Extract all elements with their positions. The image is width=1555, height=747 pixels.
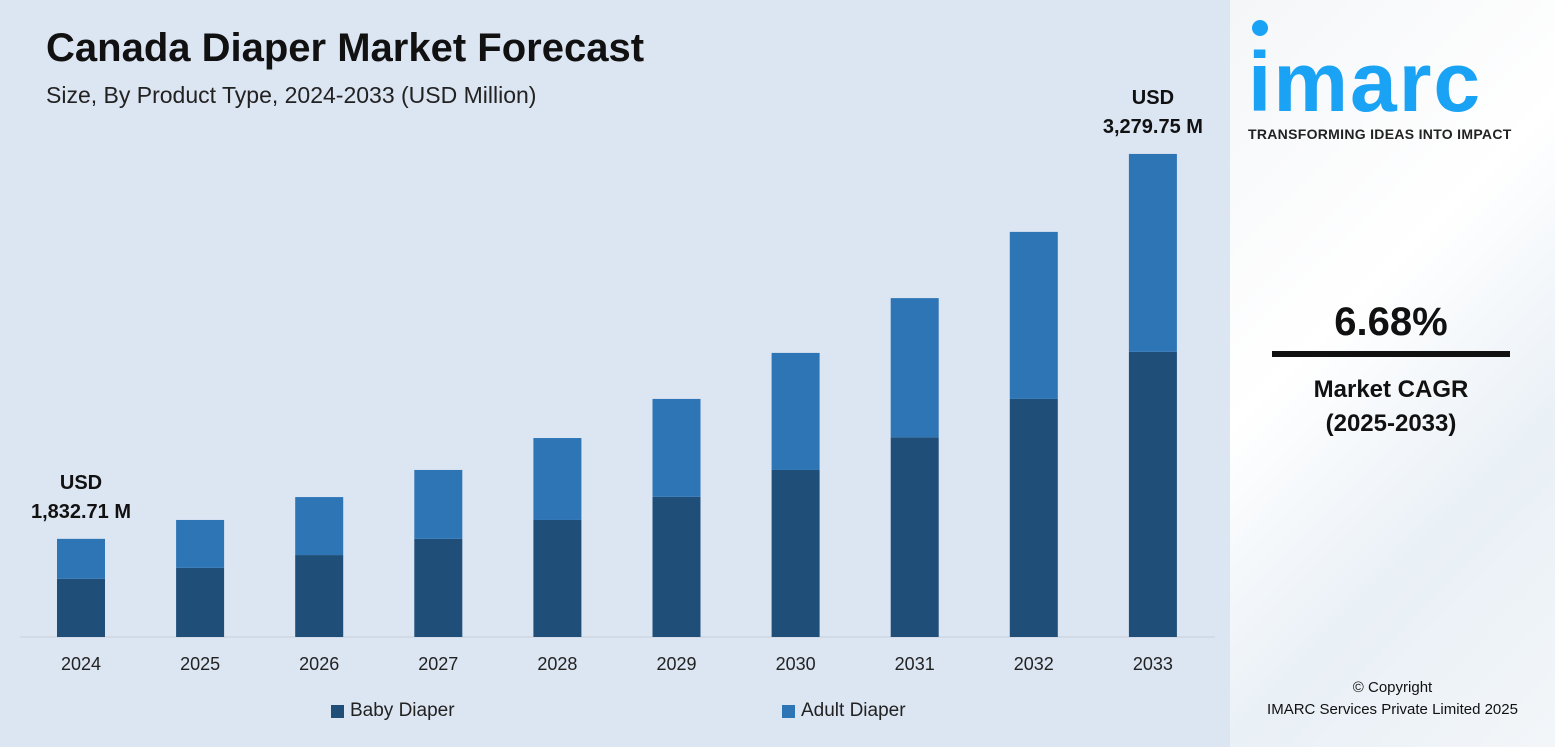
bar-baby-diaper-2024: [57, 578, 105, 637]
data-label: 3,279.75 M: [1103, 116, 1203, 138]
data-label: USD: [60, 472, 102, 494]
cagr-period: (2025-2033): [1325, 410, 1457, 437]
x-tick-label: 2032: [1014, 654, 1054, 674]
x-tick-label: 2033: [1133, 654, 1173, 674]
bar-baby-diaper-2025: [176, 567, 225, 637]
bar-adult-diaper-2030: [771, 352, 820, 470]
bar-chart: 2024 2025 2026 2027 2028 2029 2030 2031 2032 2033…: [20, 87, 1215, 674]
x-tick-label: 2028: [537, 654, 577, 674]
data-label: 1,832.71 M: [31, 501, 131, 523]
copyright-owner: IMARC Services Private Limited 2025: [1267, 701, 1518, 718]
bar-baby-diaper-2032: [1009, 398, 1058, 637]
legend-swatch: [331, 704, 344, 718]
bar-adult-diaper-2028: [533, 438, 582, 520]
x-tick-label: 2026: [299, 654, 339, 674]
bar-adult-diaper-2032: [1009, 231, 1058, 399]
bar-adult-diaper-2027: [414, 469, 463, 539]
imarc-logo: imarc TRANSFORMING IDEAS INTO IMPACT: [1248, 20, 1543, 142]
bar-adult-diaper-2031: [890, 298, 939, 438]
x-tick-label: 2024: [61, 654, 101, 674]
data-label: USD: [1132, 87, 1174, 109]
legend-item-baby: Baby Diaper: [331, 700, 455, 722]
x-tick-label: 2031: [895, 654, 935, 674]
logo-tagline: TRANSFORMING IDEAS INTO IMPACT: [1248, 126, 1512, 142]
x-tick-label: 2027: [418, 654, 458, 674]
x-tick-label: 2025: [180, 654, 220, 674]
legend-item-adult: Adult Diaper: [782, 700, 906, 722]
bar-adult-diaper-2026: [295, 497, 344, 556]
bar-adult-diaper-2025: [176, 519, 225, 568]
bar-baby-diaper-2033: [1128, 351, 1177, 637]
bar-baby-diaper-2029: [652, 496, 701, 637]
cagr-value: 6.68%: [1334, 300, 1448, 344]
logo-dot: [1252, 20, 1268, 36]
bar-adult-diaper-2033: [1128, 153, 1177, 352]
cagr-label: Market CAGR: [1313, 376, 1469, 403]
legend-label: Adult Diaper: [801, 700, 906, 721]
legend-swatch: [782, 704, 795, 718]
x-tick-label: 2029: [656, 654, 696, 674]
copyright: © Copyright IMARC Services Private Limit…: [1240, 677, 1545, 721]
copyright-line: © Copyright: [1352, 679, 1433, 696]
cagr-divider: [1272, 351, 1510, 357]
legend-label: Baby Diaper: [350, 700, 455, 721]
info-panel: [1230, 0, 1555, 747]
bar-adult-diaper-2024: [57, 538, 105, 579]
bar-baby-diaper-2030: [771, 469, 820, 637]
logo-wordmark: imarc: [1248, 35, 1483, 129]
chart-subtitle: Size, By Product Type, 2024-2033 (USD Mi…: [46, 82, 537, 108]
cagr-box: 6.68% Market CAGR (2025-2033): [1272, 300, 1510, 441]
x-tick-label: 2030: [776, 654, 816, 674]
bar-adult-diaper-2029: [652, 398, 701, 497]
chart-title: Canada Diaper Market Forecast: [46, 26, 645, 70]
bar-baby-diaper-2026: [295, 555, 344, 637]
bar-baby-diaper-2031: [890, 437, 939, 637]
bar-baby-diaper-2027: [414, 538, 463, 637]
bar-baby-diaper-2028: [533, 519, 582, 637]
